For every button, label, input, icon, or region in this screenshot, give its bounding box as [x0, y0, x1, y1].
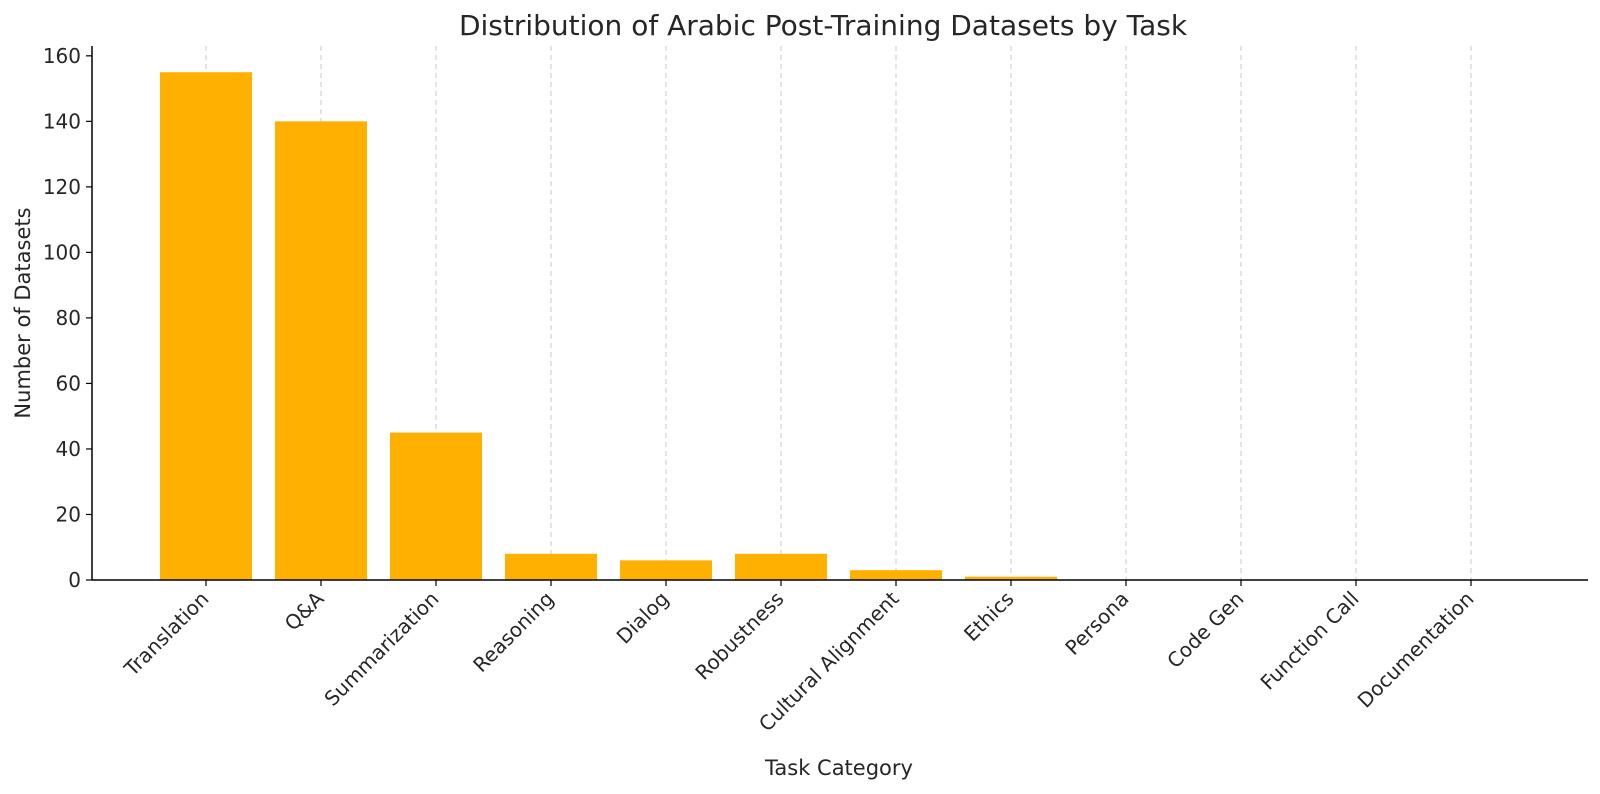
- x-tick-label: Reasoning: [468, 587, 558, 677]
- x-tick-label: Ethics: [959, 587, 1018, 646]
- x-tick-label: Persona: [1060, 587, 1133, 660]
- bar: [620, 560, 712, 580]
- y-tick-label: 140: [43, 109, 81, 133]
- bars: [160, 72, 1057, 580]
- x-tick-label: Dialog: [612, 587, 674, 649]
- x-tick-label: Q&A: [280, 586, 329, 635]
- y-tick-label: 120: [43, 175, 81, 199]
- x-tick-label: Summarization: [319, 587, 443, 711]
- bar: [275, 121, 367, 580]
- bar: [965, 576, 1057, 580]
- y-tick-label: 0: [68, 568, 81, 592]
- y-axis-label: Number of Datasets: [11, 207, 35, 418]
- x-tick-label: Documentation: [1353, 587, 1479, 713]
- bar: [505, 553, 597, 580]
- bar: [735, 553, 827, 580]
- y-tick-label: 40: [56, 437, 81, 461]
- bar: [160, 72, 252, 580]
- y-tick-label: 80: [56, 306, 81, 330]
- bar: [390, 432, 482, 580]
- y-tick-label: 60: [56, 371, 81, 395]
- y-ticks: 0 20 40 60 80 100 120 140 160: [43, 44, 92, 592]
- x-tick-label: Translation: [119, 587, 214, 682]
- y-tick-label: 100: [43, 240, 81, 264]
- y-tick-label: 160: [43, 44, 81, 68]
- bar: [850, 570, 942, 580]
- chart-title: Distribution of Arabic Post-Training Dat…: [459, 9, 1188, 42]
- x-axis-label: Task Category: [764, 756, 913, 780]
- y-tick-label: 20: [56, 502, 81, 526]
- x-tick-label: Robustness: [690, 587, 788, 685]
- axes: [91, 46, 1588, 581]
- x-tick-label: Code Gen: [1162, 587, 1248, 673]
- x-tick-label: Function Call: [1256, 587, 1364, 695]
